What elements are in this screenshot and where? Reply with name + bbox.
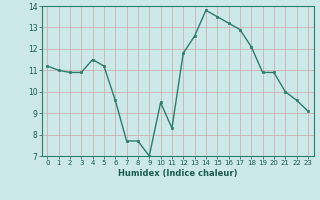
X-axis label: Humidex (Indice chaleur): Humidex (Indice chaleur) (118, 169, 237, 178)
